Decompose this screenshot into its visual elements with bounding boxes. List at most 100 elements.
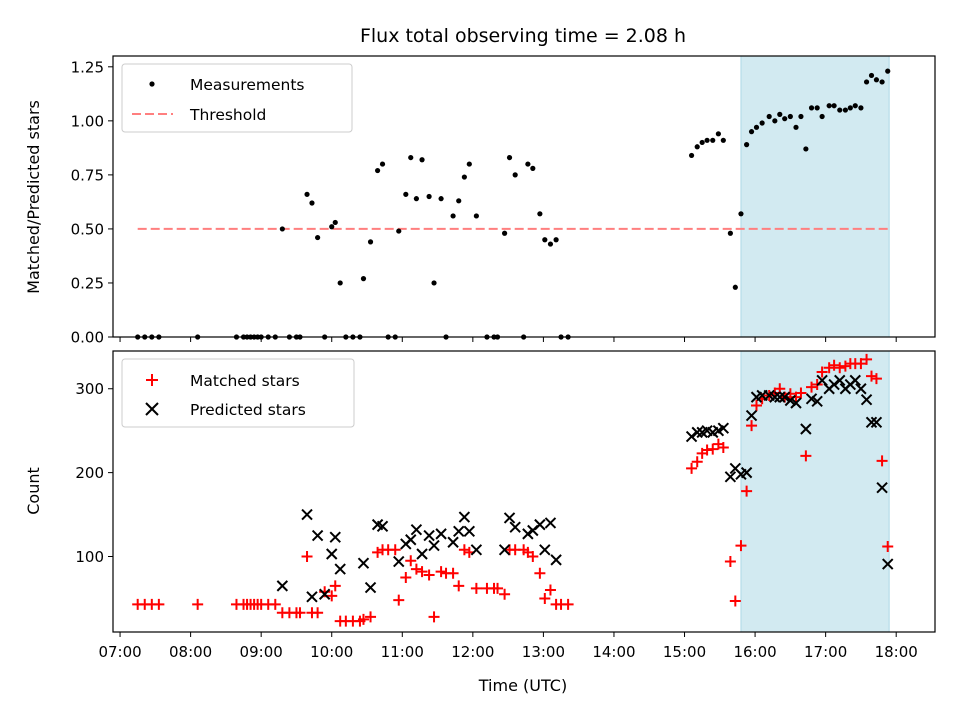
matched-star-point	[527, 551, 539, 563]
measurement-point	[759, 120, 765, 126]
matched-star-point	[301, 551, 313, 563]
matched-star-point	[447, 567, 459, 579]
matched-star-point	[453, 580, 465, 592]
measurement-point	[837, 107, 843, 113]
predicted-stars-legend-label: Predicted stars	[190, 401, 306, 419]
predicted-star-point	[453, 525, 465, 538]
measurement-point	[704, 137, 710, 143]
matched-star-point	[717, 441, 729, 453]
predicted-star-point	[534, 518, 546, 531]
x-tick-label: 15:00	[663, 643, 706, 661]
predicted-star-point	[691, 426, 703, 439]
predicted-star-point	[774, 391, 786, 403]
count-y-tick-label: 100	[75, 548, 104, 566]
matched-star-point	[707, 443, 719, 455]
count-y-ticks: 100 200 300	[75, 380, 113, 566]
measurement-point	[537, 211, 543, 217]
matched-star-point	[539, 592, 551, 604]
predicted-star-point	[463, 525, 476, 538]
measurement-point	[456, 198, 462, 204]
predicted-star-point	[376, 520, 389, 533]
matched-star-point	[729, 595, 741, 607]
matched-star-point	[823, 362, 835, 374]
count-points-layer	[132, 353, 894, 627]
measurement-point	[858, 105, 864, 111]
ratio-x-ticks	[119, 337, 897, 342]
measurement-point	[413, 196, 419, 202]
measurement-point	[360, 276, 367, 282]
matched-star-point	[329, 580, 341, 592]
measurement-point	[699, 139, 705, 146]
measurement-point	[720, 137, 726, 143]
predicted-star-point	[769, 391, 781, 403]
measurement-point	[332, 219, 338, 226]
ratio-panel: 0.00 0.25 0.50 0.75 1.00 1.25 Matched/Predict…	[24, 55, 936, 347]
measurement-point	[337, 280, 343, 286]
measurement-point	[542, 237, 548, 243]
matched-star-point	[357, 613, 369, 625]
matched-star-point	[470, 582, 482, 594]
count-y-tick-label: 300	[75, 380, 104, 398]
matched-star-point	[405, 555, 417, 567]
ratio-y-ticks: 0.00 0.25 0.50 0.75 1.00 1.25	[71, 58, 113, 347]
measurement-point	[744, 142, 750, 148]
measurement-point	[473, 213, 479, 219]
predicted-star-point	[503, 512, 516, 524]
measurement-point	[814, 105, 820, 111]
measurement-point	[367, 239, 374, 245]
matched-star-point	[800, 450, 812, 462]
predicted-star-point	[326, 548, 338, 560]
matched-star-point	[882, 540, 894, 552]
predicted-star-point	[410, 523, 423, 536]
x-tick-label: 12:00	[451, 643, 494, 661]
predicted-star-point	[745, 409, 758, 422]
ratio-y-axis-label: Matched/Predicted stars	[24, 100, 43, 294]
ratio-y-tick-label: 0.00	[71, 329, 104, 347]
measurement-point	[738, 211, 744, 217]
measurement-point	[787, 113, 793, 120]
matched-star-point	[861, 353, 873, 365]
ratio-highlight-span	[740, 55, 890, 338]
predicted-star-point	[306, 591, 318, 603]
measurement-point	[885, 68, 891, 74]
ratio-plot-frame	[112, 55, 936, 338]
predicted-star-point	[784, 394, 797, 407]
measurement-point	[547, 241, 554, 247]
predicted-star-point	[740, 466, 753, 479]
predicted-star-point	[329, 531, 341, 543]
predicted-star-point	[800, 423, 812, 435]
matched-star-point	[312, 607, 324, 619]
measurement-point	[329, 224, 335, 230]
matched-star-point	[816, 366, 828, 378]
measurement-point	[732, 284, 738, 290]
matched-star-point	[876, 455, 888, 467]
measurement-point	[403, 191, 409, 197]
predicted-star-point	[849, 374, 861, 387]
count-legend: Matched stars Predicted stars	[121, 358, 355, 428]
predicted-star-point	[865, 416, 878, 429]
matched-star-point	[492, 582, 504, 594]
predicted-stars-legend-marker	[145, 402, 159, 416]
matched-star-point	[686, 462, 698, 474]
predicted-star-point	[805, 393, 818, 405]
measurements-legend-label: Measurements	[190, 76, 305, 94]
predicted-star-point	[790, 397, 802, 409]
matched-star-point	[428, 611, 440, 623]
x-tick-label: 17:00	[804, 643, 847, 661]
measurement-point	[852, 103, 858, 109]
measurement-point	[847, 105, 853, 111]
predicted-star-point	[318, 588, 331, 600]
measurement-point	[438, 196, 444, 202]
measurement-point	[782, 116, 788, 122]
ratio-y-tick-label: 1.25	[71, 58, 104, 76]
x-tick-label: 09:00	[240, 643, 283, 661]
x-tick-label: 11:00	[381, 643, 424, 661]
matched-star-point	[153, 598, 165, 610]
measurement-point	[512, 172, 518, 178]
predicted-star-point	[539, 544, 551, 556]
predicted-star-point	[393, 555, 405, 568]
predicted-star-point	[416, 548, 428, 560]
measurement-point	[450, 213, 456, 219]
ratio-points-layer	[135, 68, 891, 340]
